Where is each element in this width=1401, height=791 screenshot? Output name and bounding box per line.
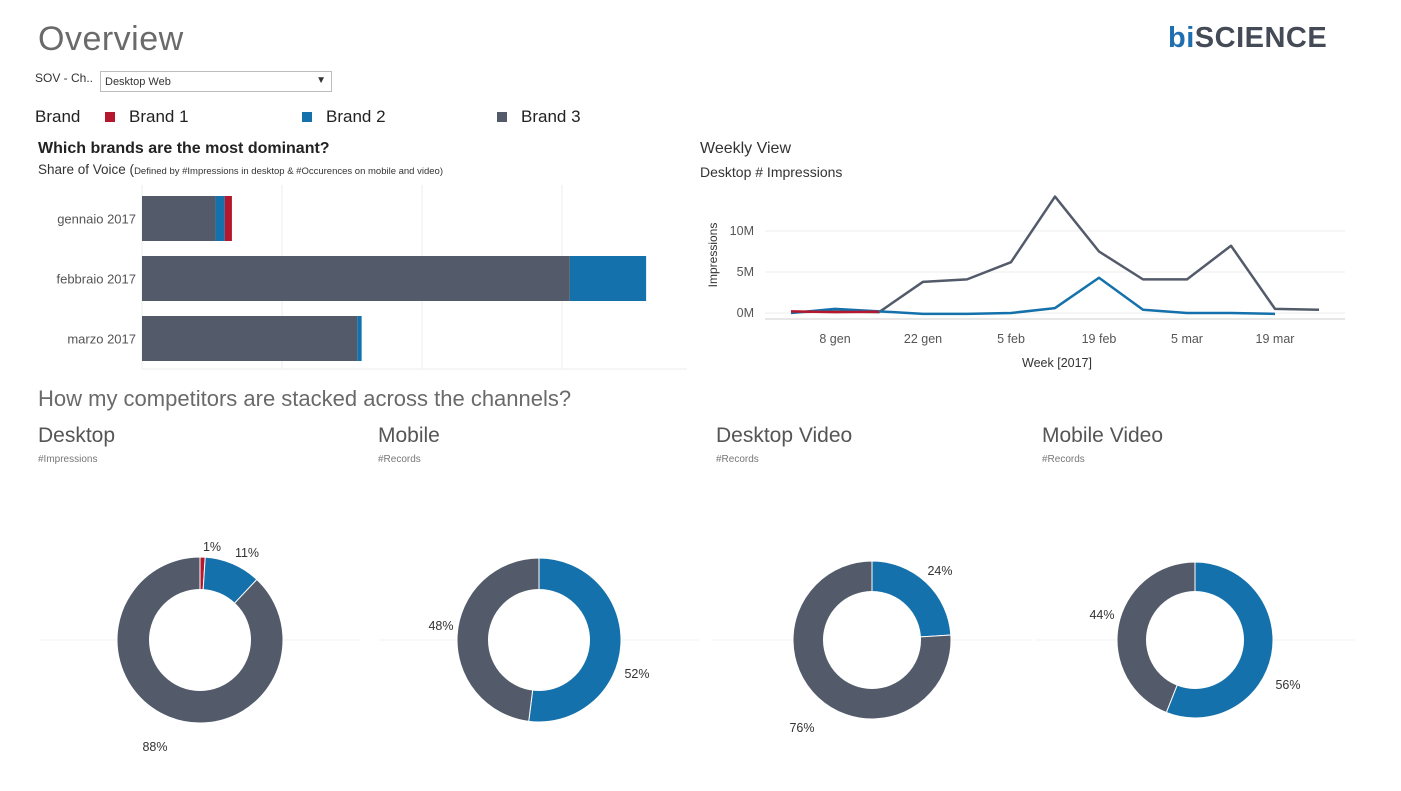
bar-segment: [142, 256, 570, 301]
x-tick-label: 5 mar: [1171, 332, 1203, 346]
channel-filter-value: Desktop Web: [105, 76, 171, 88]
line-series-brand-2: [790, 276, 1276, 316]
x-tick-label: 5 feb: [997, 332, 1025, 346]
weekly-line-chart: 0M 5M 10M 8 gen 22 gen 5 feb 19 feb 5 mar 19 mar…: [706, 195, 1345, 370]
x-tick-label: 19 feb: [1082, 332, 1117, 346]
x-tick-label: 8 gen: [819, 332, 850, 346]
donut-percent-label: 76%: [789, 721, 814, 735]
x-tick-label: 19 mar: [1256, 332, 1295, 346]
bar-segment: [569, 256, 647, 301]
legend-item-brand-2[interactable]: Brand 2: [302, 107, 386, 127]
bar-category-label: marzo 2017: [67, 332, 136, 347]
line-series-brand-1: [790, 310, 880, 314]
donut-percent-label: 1%: [203, 540, 221, 554]
donut-percent-label: 52%: [624, 667, 649, 681]
channel-filter-label: SOV - Ch..: [35, 71, 94, 85]
competitors-heading: How my competitors are stacked across th…: [38, 386, 572, 411]
chevron-down-icon[interactable]: ▼: [316, 75, 326, 86]
donut-percent-label: 88%: [142, 740, 167, 754]
sov-subtitle-main: Share of Voice (: [38, 162, 135, 177]
donut-hole: [149, 589, 251, 691]
donut-percent-label: 48%: [428, 619, 453, 633]
weekly-chart-subtitle: Desktop # Impressions: [700, 164, 843, 180]
sov-chart-subtitle: Share of Voice (Defined by #Impressions …: [38, 162, 443, 177]
bar-category-label: gennaio 2017: [57, 212, 136, 227]
legend-swatch: [105, 112, 115, 122]
bar-segment: [142, 196, 216, 241]
donut-title-mobile: Mobile: [378, 424, 440, 447]
bar-segment: [215, 196, 225, 241]
bar-category-label: febbraio 2017: [56, 272, 136, 287]
legend-label: Brand 1: [129, 107, 189, 126]
channel-filter-dropdown[interactable]: Desktop Web ▼: [100, 71, 332, 92]
sov-chart-title: Which brands are the most dominant?: [38, 140, 330, 157]
donut-title-desktop: Desktop: [38, 424, 116, 447]
x-tick-label: 22 gen: [904, 332, 942, 346]
donut-subtitle-mobile-video: #Records: [1042, 454, 1085, 465]
legend-item-brand-3[interactable]: Brand 3: [497, 107, 581, 127]
donut-hole: [823, 591, 921, 689]
donut-slice: [116, 556, 284, 724]
donut-percent-label: 24%: [927, 564, 952, 578]
y-tick-label: 0M: [737, 306, 754, 320]
donut-percent-label: 56%: [1275, 678, 1300, 692]
donut-subtitle-desktop: #Impressions: [38, 454, 98, 465]
donut-subtitle-desktop-video: #Records: [716, 454, 759, 465]
donut-percent-label: 11%: [235, 546, 259, 560]
bar-segment: [224, 196, 232, 241]
weekly-chart-title: Weekly View: [700, 140, 791, 157]
logo-part-1: bi: [1168, 22, 1195, 54]
donut-title-desktop-video: Desktop Video: [716, 424, 853, 447]
bar-segment: [142, 316, 358, 361]
legend-item-brand-1[interactable]: Brand 1: [105, 107, 189, 127]
legend-label: Brand 2: [326, 107, 386, 126]
y-tick-label: 5M: [737, 265, 754, 279]
y-tick-label: 10M: [730, 224, 754, 238]
y-axis-title: Impressions: [706, 223, 720, 288]
donut-percent-label: 44%: [1089, 608, 1114, 622]
line-series-brand-3: [790, 195, 1320, 314]
sov-subtitle-note: Defined by #Impressions in desktop & #Oc…: [134, 166, 443, 177]
legend-swatch: [497, 112, 507, 122]
donut-subtitle-mobile: #Records: [378, 454, 421, 465]
legend-swatch: [302, 112, 312, 122]
page-title: Overview: [38, 20, 184, 58]
legend-title: Brand: [35, 107, 81, 126]
biscience-logo: biSCIENCE: [1168, 22, 1327, 55]
x-axis-title: Week [2017]: [1022, 356, 1092, 370]
legend-label: Brand 3: [521, 107, 581, 126]
donut-hole: [488, 589, 590, 691]
donut-hole: [1146, 591, 1244, 689]
sov-bar-chart: gennaio 2017 febbraio 2017 marzo 2017: [56, 185, 687, 370]
channel-donut-charts: 1% 11% 88% 52% 48% 24% 76% 56% 44%: [40, 540, 1355, 754]
logo-part-2: SCIENCE: [1194, 22, 1328, 54]
donut-title-mobile-video: Mobile Video: [1042, 424, 1164, 447]
bar-segment: [357, 316, 362, 361]
